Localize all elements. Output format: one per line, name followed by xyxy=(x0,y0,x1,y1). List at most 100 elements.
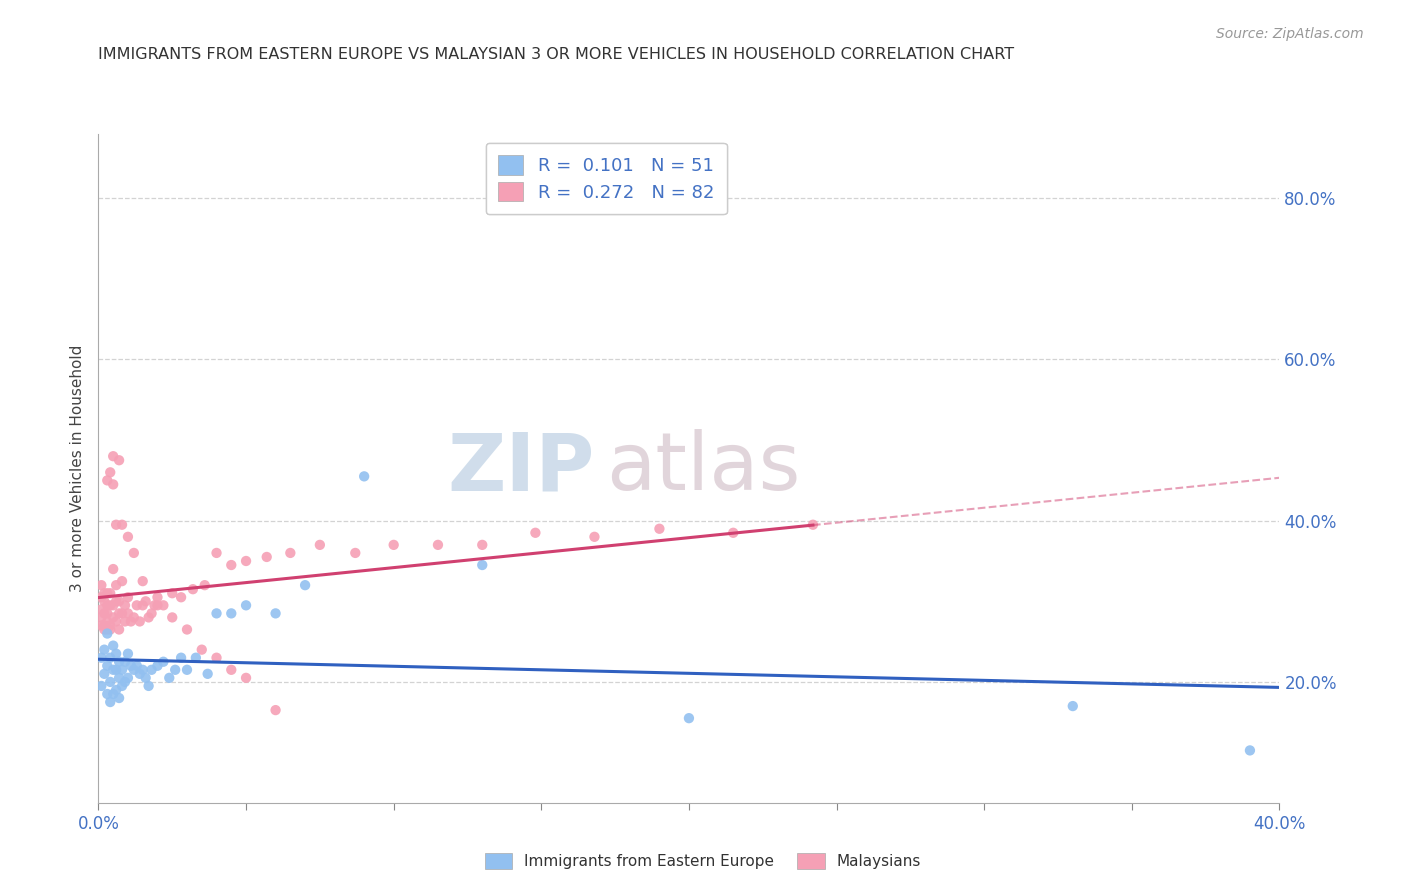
Point xyxy=(90,602,112,616)
Point xyxy=(176,663,198,677)
Point xyxy=(264,607,287,621)
Point xyxy=(90,618,112,632)
Point xyxy=(117,607,139,621)
Point xyxy=(93,623,115,637)
Point xyxy=(382,538,405,552)
Point xyxy=(114,674,136,689)
Point xyxy=(93,666,115,681)
Point xyxy=(583,530,606,544)
Point xyxy=(1062,699,1084,714)
Point xyxy=(105,578,128,592)
Point xyxy=(111,607,134,621)
Point xyxy=(427,538,450,552)
Point xyxy=(98,466,121,480)
Point xyxy=(103,663,125,677)
Point xyxy=(90,650,112,665)
Point xyxy=(117,591,139,605)
Point xyxy=(152,655,174,669)
Point xyxy=(1239,743,1261,757)
Point xyxy=(132,663,155,677)
Point xyxy=(90,591,112,605)
Point xyxy=(197,666,219,681)
Point xyxy=(93,586,115,600)
Point xyxy=(191,642,214,657)
Point xyxy=(278,546,302,560)
Point xyxy=(96,586,118,600)
Point xyxy=(108,453,131,467)
Point xyxy=(146,591,169,605)
Point xyxy=(114,655,136,669)
Point xyxy=(105,647,128,661)
Point xyxy=(471,538,494,552)
Point xyxy=(93,618,115,632)
Point xyxy=(114,615,136,629)
Point xyxy=(165,663,187,677)
Point xyxy=(122,663,145,677)
Point xyxy=(176,623,198,637)
Point xyxy=(235,671,257,685)
Point xyxy=(120,658,142,673)
Point xyxy=(103,477,125,491)
Point xyxy=(96,623,118,637)
Point xyxy=(105,663,128,677)
Text: Source: ZipAtlas.com: Source: ZipAtlas.com xyxy=(1216,27,1364,41)
Point xyxy=(143,599,166,613)
Point xyxy=(235,554,257,568)
Point xyxy=(471,558,494,572)
Point xyxy=(219,558,242,572)
Point xyxy=(96,474,118,488)
Point xyxy=(108,623,131,637)
Point xyxy=(108,594,131,608)
Point xyxy=(117,671,139,685)
Point xyxy=(135,594,157,608)
Point xyxy=(170,650,193,665)
Point xyxy=(235,599,257,613)
Point xyxy=(184,650,207,665)
Point xyxy=(117,647,139,661)
Point xyxy=(98,674,121,689)
Point xyxy=(138,679,160,693)
Point xyxy=(170,591,193,605)
Point xyxy=(90,578,112,592)
Point xyxy=(111,663,134,677)
Point xyxy=(108,607,131,621)
Point xyxy=(111,679,134,693)
Point xyxy=(105,615,128,629)
Point xyxy=(96,658,118,673)
Point xyxy=(108,671,131,685)
Point xyxy=(181,582,204,597)
Point xyxy=(98,695,121,709)
Legend: Immigrants from Eastern Europe, Malaysians: Immigrants from Eastern Europe, Malaysia… xyxy=(478,847,928,875)
Point xyxy=(114,599,136,613)
Point xyxy=(648,522,671,536)
Point xyxy=(96,615,118,629)
Point xyxy=(105,594,128,608)
Point xyxy=(108,655,131,669)
Point xyxy=(108,691,131,706)
Point xyxy=(128,615,150,629)
Point xyxy=(103,562,125,576)
Text: ZIP: ZIP xyxy=(447,429,595,508)
Point xyxy=(125,658,148,673)
Point xyxy=(98,623,121,637)
Point xyxy=(219,663,242,677)
Point xyxy=(146,599,169,613)
Point xyxy=(162,610,183,624)
Point xyxy=(103,599,125,613)
Point xyxy=(294,578,316,592)
Point xyxy=(205,546,228,560)
Point xyxy=(98,586,121,600)
Point xyxy=(132,599,155,613)
Point xyxy=(103,687,125,701)
Point xyxy=(98,650,121,665)
Y-axis label: 3 or more Vehicles in Household: 3 or more Vehicles in Household xyxy=(69,344,84,592)
Point xyxy=(93,642,115,657)
Point xyxy=(111,574,134,589)
Point xyxy=(120,615,142,629)
Point xyxy=(344,546,367,560)
Point xyxy=(219,607,242,621)
Point xyxy=(103,449,125,463)
Point xyxy=(524,525,547,540)
Point xyxy=(128,666,150,681)
Point xyxy=(205,607,228,621)
